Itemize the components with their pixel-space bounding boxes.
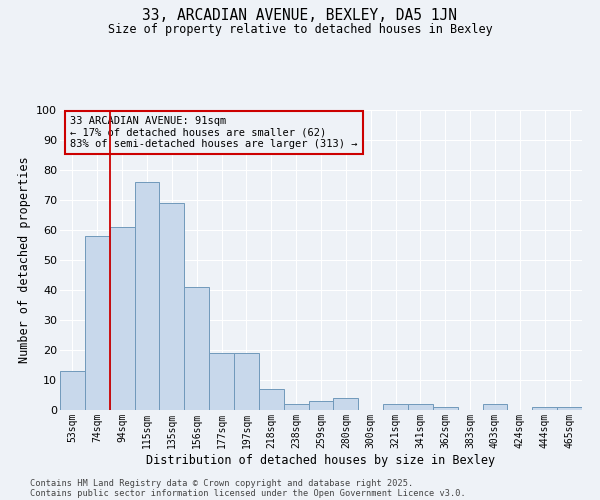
Bar [433,407,458,410]
Bar [259,389,284,410]
X-axis label: Distribution of detached houses by size in Bexley: Distribution of detached houses by size … [146,454,496,466]
Bar [408,404,433,410]
Bar [308,401,334,410]
Text: Size of property relative to detached houses in Bexley: Size of property relative to detached ho… [107,22,493,36]
Bar [209,353,234,410]
Text: 33, ARCADIAN AVENUE, BEXLEY, DA5 1JN: 33, ARCADIAN AVENUE, BEXLEY, DA5 1JN [143,8,458,22]
Bar [234,353,259,410]
Text: Contains HM Land Registry data © Crown copyright and database right 2025.: Contains HM Land Registry data © Crown c… [30,478,413,488]
Text: 33 ARCADIAN AVENUE: 91sqm
← 17% of detached houses are smaller (62)
83% of semi-: 33 ARCADIAN AVENUE: 91sqm ← 17% of detac… [70,116,358,149]
Bar [383,404,408,410]
Y-axis label: Number of detached properties: Number of detached properties [17,156,31,364]
Bar [557,407,582,410]
Bar [184,287,209,410]
Bar [85,236,110,410]
Text: Contains public sector information licensed under the Open Government Licence v3: Contains public sector information licen… [30,488,466,498]
Bar [532,407,557,410]
Bar [334,398,358,410]
Bar [60,371,85,410]
Bar [134,182,160,410]
Bar [110,227,134,410]
Bar [482,404,508,410]
Bar [284,404,308,410]
Bar [160,203,184,410]
